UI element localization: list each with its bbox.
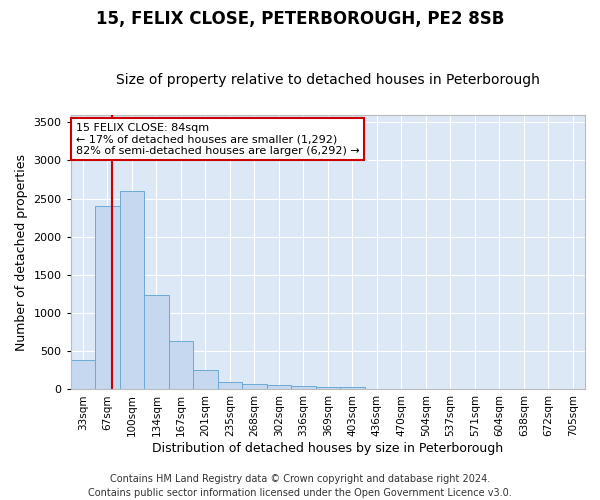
Bar xyxy=(266,385,291,390)
X-axis label: Distribution of detached houses by size in Peterborough: Distribution of detached houses by size … xyxy=(152,442,503,455)
Bar xyxy=(193,370,218,390)
Bar xyxy=(242,384,266,390)
Title: Size of property relative to detached houses in Peterborough: Size of property relative to detached ho… xyxy=(116,73,540,87)
Bar xyxy=(291,386,316,390)
Y-axis label: Number of detached properties: Number of detached properties xyxy=(15,154,28,350)
Bar xyxy=(169,341,193,390)
Text: 15, FELIX CLOSE, PETERBOROUGH, PE2 8SB: 15, FELIX CLOSE, PETERBOROUGH, PE2 8SB xyxy=(96,10,504,28)
Bar xyxy=(95,206,119,390)
Bar xyxy=(144,295,169,390)
Bar xyxy=(218,382,242,390)
Text: Contains HM Land Registry data © Crown copyright and database right 2024.
Contai: Contains HM Land Registry data © Crown c… xyxy=(88,474,512,498)
Bar xyxy=(119,191,144,390)
Bar xyxy=(340,387,365,390)
Bar xyxy=(316,387,340,390)
Text: 15 FELIX CLOSE: 84sqm
← 17% of detached houses are smaller (1,292)
82% of semi-d: 15 FELIX CLOSE: 84sqm ← 17% of detached … xyxy=(76,123,359,156)
Bar xyxy=(71,360,95,390)
